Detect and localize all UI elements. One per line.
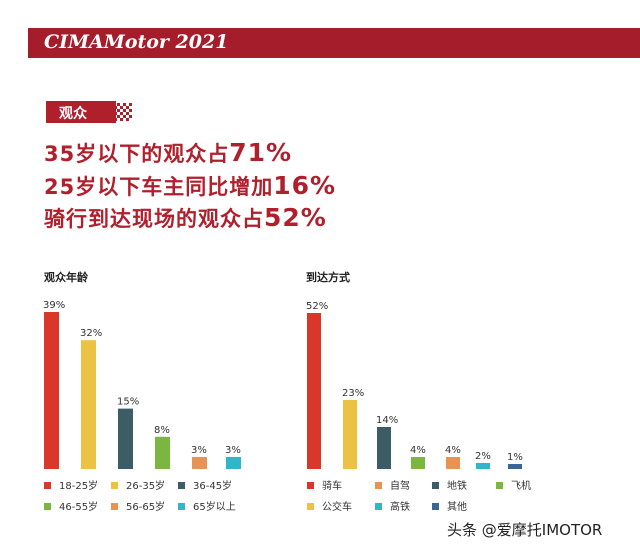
- age-legend-label: 36-45岁: [193, 481, 233, 492]
- arrival-legend-label: 骑车: [322, 481, 342, 492]
- headline-1-value: 71%: [229, 138, 293, 167]
- age-bar-6: [226, 456, 241, 469]
- age-legend-item-3: 36-45岁: [178, 477, 232, 492]
- headline-1: 35岁以下的观众占71%: [44, 138, 292, 168]
- arrival-bar-label-3: 14%: [376, 415, 398, 426]
- arrival-legend-item-5: 公交车: [307, 498, 352, 513]
- headline-2-text: 25岁以下车主同比增加: [44, 175, 274, 199]
- section-tag-label: 观众: [59, 106, 87, 122]
- age-bar-5: [192, 456, 207, 469]
- age-legend-swatch: [178, 482, 185, 489]
- age-legend-label: 65岁以上: [193, 502, 236, 513]
- age-legend-item-6: 65岁以上: [178, 498, 236, 513]
- headline-3: 骑行到达现场的观众占52%: [44, 203, 327, 233]
- checkered-flag-icon: [114, 103, 132, 121]
- arrival-legend-swatch: [375, 503, 382, 510]
- age-legend-swatch: [178, 503, 185, 510]
- arrival-bar-label-4: 4%: [410, 445, 426, 456]
- age-bar-2: [81, 340, 96, 469]
- arrival-legend-swatch: [307, 482, 314, 489]
- arrival-legend-swatch: [375, 482, 382, 489]
- age-legend-swatch: [111, 503, 118, 510]
- arrival-bar-6: [476, 463, 490, 469]
- age-bar-1: [44, 312, 59, 469]
- age-legend-item-5: 56-65岁: [111, 498, 165, 513]
- arrival-legend-item-3: 地铁: [432, 477, 467, 492]
- age-bar-label-3: 15%: [117, 397, 139, 408]
- arrival-legend-label: 飞机: [511, 481, 531, 492]
- age-legend-label: 46-55岁: [59, 502, 99, 513]
- headline-2-value: 16%: [273, 171, 337, 200]
- arrival-bar-3: [377, 427, 391, 469]
- arrival-legend-label: 地铁: [447, 481, 467, 492]
- headline-3-value: 52%: [264, 203, 327, 232]
- age-legend-label: 18-25岁: [59, 481, 99, 492]
- age-legend-item-1: 18-25岁: [44, 477, 98, 492]
- age-chart-title: 观众年龄: [44, 271, 88, 284]
- age-legend-item-4: 46-55岁: [44, 498, 98, 513]
- arrival-legend-swatch: [432, 503, 439, 510]
- age-legend-swatch: [44, 482, 51, 489]
- age-legend-swatch: [111, 482, 118, 489]
- age-legend-label: 56-65岁: [126, 502, 166, 513]
- banner-title: CIMAMotor 2021: [44, 31, 229, 53]
- arrival-bar-label-2: 23%: [342, 388, 364, 399]
- age-bar-label-6: 3%: [225, 445, 241, 456]
- age-legend-swatch: [44, 503, 51, 510]
- arrival-bar-5: [446, 457, 460, 469]
- arrival-bar-label-1: 52%: [306, 301, 328, 312]
- age-bar-label-5: 3%: [191, 445, 207, 456]
- watermark: 头条 @爱摩托IMOTOR: [447, 521, 603, 539]
- arrival-legend-label: 其他: [447, 502, 467, 513]
- section-tag: 观众: [46, 101, 116, 123]
- arrival-bar-4: [411, 457, 425, 469]
- arrival-legend-swatch: [432, 482, 439, 489]
- age-bar-label-4: 8%: [154, 425, 170, 436]
- arrival-legend-item-2: 自驾: [375, 477, 410, 492]
- arrival-bar-1: [307, 313, 321, 469]
- arrival-legend-item-6: 高铁: [375, 498, 410, 513]
- arrival-legend-label: 自驾: [390, 481, 410, 492]
- arrival-bar-7: [508, 464, 522, 469]
- arrival-bar-label-6: 2%: [475, 451, 491, 462]
- arrival-legend-swatch: [307, 503, 314, 510]
- arrival-bar-2: [343, 400, 357, 469]
- arrival-legend-item-4: 飞机: [496, 477, 531, 492]
- arrival-chart-title: 到达方式: [306, 271, 350, 284]
- age-legend-item-2: 26-35岁: [111, 477, 165, 492]
- header-banner: CIMAMotor 2021: [28, 28, 640, 58]
- age-bar-4: [155, 436, 170, 469]
- headline-1-text: 35岁以下的观众占: [44, 142, 230, 166]
- arrival-bar-label-7: 1%: [507, 452, 523, 463]
- arrival-legend-item-7: 其他: [432, 498, 467, 513]
- arrival-legend-label: 公交车: [322, 502, 352, 513]
- age-legend-label: 26-35岁: [126, 481, 166, 492]
- arrival-legend-item-1: 骑车: [307, 477, 342, 492]
- age-bar-label-1: 39%: [43, 300, 65, 311]
- age-bar-3: [118, 408, 133, 469]
- arrival-bar-label-5: 4%: [445, 445, 461, 456]
- headline-3-text: 骑行到达现场的观众占: [44, 207, 264, 231]
- arrival-legend-label: 高铁: [390, 502, 410, 513]
- headline-2: 25岁以下车主同比增加16%: [44, 171, 336, 201]
- age-bar-label-2: 32%: [80, 328, 102, 339]
- arrival-legend-swatch: [496, 482, 503, 489]
